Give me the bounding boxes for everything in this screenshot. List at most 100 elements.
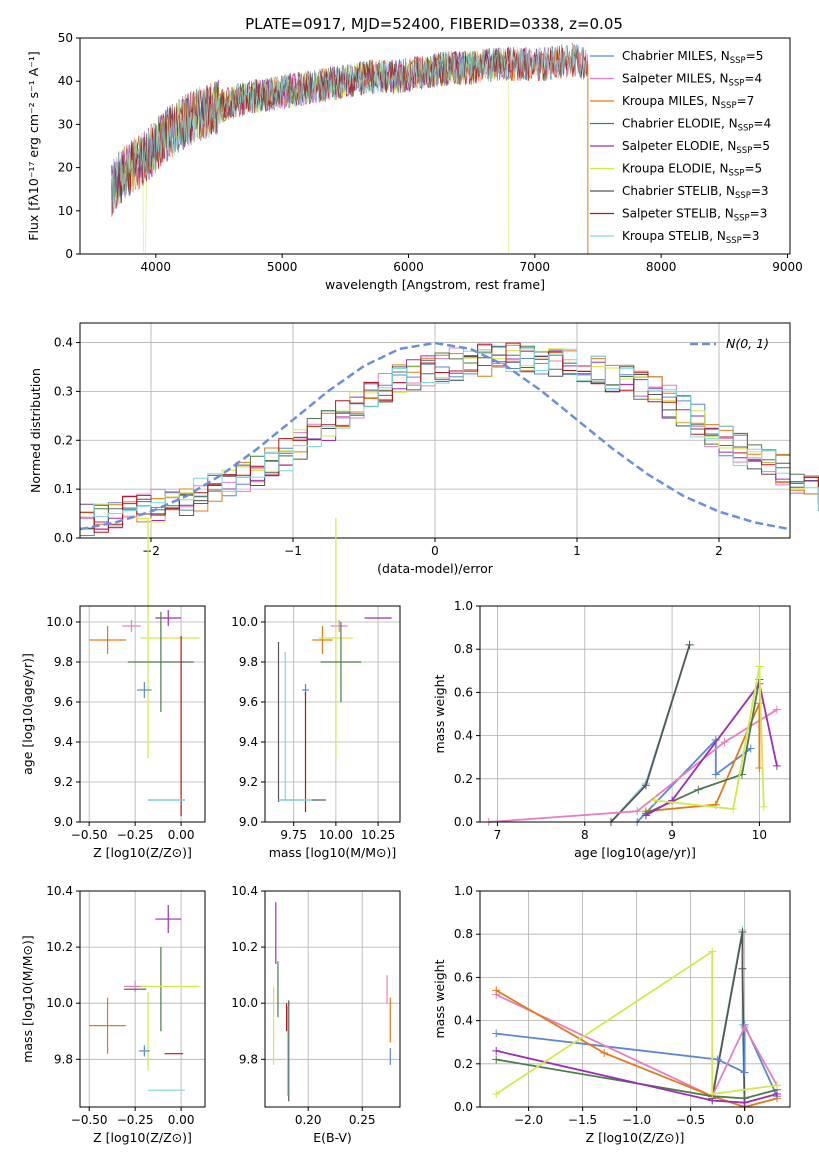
weight-marker <box>729 805 738 814</box>
x-tick-label: 10 <box>752 828 767 842</box>
legend-label: Chabrier ELODIE, NSSP=4 <box>622 117 771 134</box>
legend-entry: Kroupa ELODIE, NSSP=5 <box>590 162 762 179</box>
weight-marker <box>600 1049 609 1057</box>
legend-label-tail: =7 <box>737 94 755 108</box>
panel-mass_vs_ebv: 0.20 0.25 9.8 10.0 10.2 10.4 E(B-V) <box>231 884 401 1145</box>
axes-frame <box>264 890 401 1108</box>
weight-marker <box>492 1029 501 1038</box>
weight-marker <box>492 1055 501 1064</box>
y-tick-label: 0.2 <box>454 772 473 786</box>
y-tick-label: 1.0 <box>454 884 473 898</box>
legend-label: Salpeter MILES, NSSP=4 <box>622 72 762 89</box>
x-tick-label: 9.75 <box>280 828 307 842</box>
x-axis-label: wavelength [Angstrom, rest frame] <box>325 277 545 292</box>
y-tick-label: 0.2 <box>454 1057 473 1071</box>
legend-entry: Chabrier STELIB, NSSP=3 <box>590 184 769 201</box>
y-tick-label: 9.0 <box>239 815 258 829</box>
y-tick-label: 10.4 <box>46 884 73 898</box>
weight-line <box>654 666 765 810</box>
weight-line <box>610 644 691 823</box>
legend-label-tail: =5 <box>746 49 764 63</box>
y-tick-label: 0.2 <box>54 433 73 447</box>
legend-label-sub: SSP <box>729 79 745 89</box>
y-tick-label: 0 <box>65 247 73 261</box>
weight-marker <box>773 1090 782 1099</box>
y-tick-label: 9.0 <box>54 815 73 829</box>
weight-marker <box>685 640 694 649</box>
legend-label-tail: =5 <box>744 162 762 176</box>
errorbar-point <box>319 518 353 758</box>
errorbar-point <box>320 622 362 702</box>
x-tick-label: 8 <box>581 828 589 842</box>
axes-frame <box>479 605 791 823</box>
legend-label: Salpeter ELODIE, NSSP=5 <box>622 139 770 156</box>
weight-marker <box>711 770 720 779</box>
panel-mass_weight_vs_age: 7 8 9 10 0.0 0.2 0.4 0.6 0.8 1.0 age [log10(age/yr… <box>432 599 791 860</box>
y-tick-label: 30 <box>58 117 73 131</box>
x-axis-label: mass [log10(M/M⊙)] <box>269 845 397 860</box>
y-tick-label: 9.6 <box>54 695 73 709</box>
x-tick-label: 5000 <box>267 260 298 274</box>
weight-line <box>711 929 746 1103</box>
y-tick-label: 9.8 <box>239 655 258 669</box>
legend-label-sub: SSP <box>734 214 750 224</box>
errorbar-point <box>127 612 194 712</box>
weight-line <box>495 1049 778 1104</box>
legend-label-tail: =3 <box>751 184 769 198</box>
legend-entry: Salpeter STELIB, NSSP=3 <box>590 207 767 224</box>
y-tick-label: 10.2 <box>231 940 258 954</box>
panel-age_vs_mass: 9.75 10.00 10.25 9.0 9.2 9.4 9.6 9.8 10.0 mass [l… <box>231 518 401 860</box>
y-tick-label: 9.8 <box>54 655 73 669</box>
y-tick-label: 0.0 <box>454 815 473 829</box>
weight-line <box>645 681 778 817</box>
panel-age_vs_Z: −0.50 −0.25 0.00 9.0 9.2 9.4 9.6 9.8 10.0 Z [log1… <box>20 518 206 860</box>
weight-marker <box>720 738 729 747</box>
y-tick-label: 0.6 <box>454 970 473 984</box>
y-tick-label: 0.4 <box>454 729 473 743</box>
histogram-steps <box>80 342 819 533</box>
x-tick-label: 0.0 <box>735 1113 754 1127</box>
legend-label-main: Chabrier MILES, N <box>622 49 730 63</box>
errorbar-point <box>155 905 182 934</box>
weight-line <box>495 993 778 1098</box>
legend-label: Kroupa ELODIE, NSSP=5 <box>622 162 762 179</box>
legend-label-main: Salpeter ELODIE, N <box>622 139 736 153</box>
y-tick-label: 50 <box>58 31 73 45</box>
x-tick-label: 7000 <box>520 260 551 274</box>
weight-marker <box>738 964 747 973</box>
x-tick-label: 2 <box>715 544 723 558</box>
x-tick-label: −0.50 <box>71 828 108 842</box>
y-tick-label: 10.0 <box>46 996 73 1010</box>
y-tick-label: 9.2 <box>54 775 73 789</box>
legend-label-sub: SSP <box>726 236 742 246</box>
weight-marker <box>641 781 650 790</box>
weight-marker <box>492 986 501 995</box>
weight-marker <box>773 1081 782 1090</box>
weight-marker <box>772 761 781 770</box>
y-tick-label: 0.0 <box>454 1100 473 1114</box>
x-tick-label: 0.20 <box>295 1113 322 1127</box>
errorbar-point <box>312 626 333 654</box>
weight-marker <box>755 662 764 671</box>
legend-label-sub: SSP <box>738 124 754 134</box>
y-axis-label: Flux [fλ10⁻¹⁷ erg cm⁻² s⁻¹ A⁻¹] <box>26 51 41 240</box>
x-tick-label: 0.00 <box>168 828 195 842</box>
legend-entry: Kroupa STELIB, NSSP=3 <box>590 229 760 246</box>
axes-frame <box>479 890 791 1108</box>
y-tick-label: 0.4 <box>454 1014 473 1028</box>
x-tick-label: −2.0 <box>514 1113 543 1127</box>
y-tick-label: 10.0 <box>231 615 258 629</box>
legend-label-main: Salpeter MILES, N <box>622 72 729 86</box>
x-tick-label: −0.50 <box>71 1113 108 1127</box>
legend-entry: Chabrier ELODIE, NSSP=4 <box>590 117 771 134</box>
axes-frame <box>264 605 401 823</box>
legend-label-main: Kroupa ELODIE, N <box>622 162 729 176</box>
weight-marker <box>492 1090 501 1099</box>
x-tick-label: 9000 <box>772 260 803 274</box>
weight-marker <box>633 807 642 816</box>
weight-marker <box>759 802 768 811</box>
weight-marker <box>755 699 764 708</box>
legend-label-sub: SSP <box>736 146 752 156</box>
weight-line <box>495 949 778 1096</box>
